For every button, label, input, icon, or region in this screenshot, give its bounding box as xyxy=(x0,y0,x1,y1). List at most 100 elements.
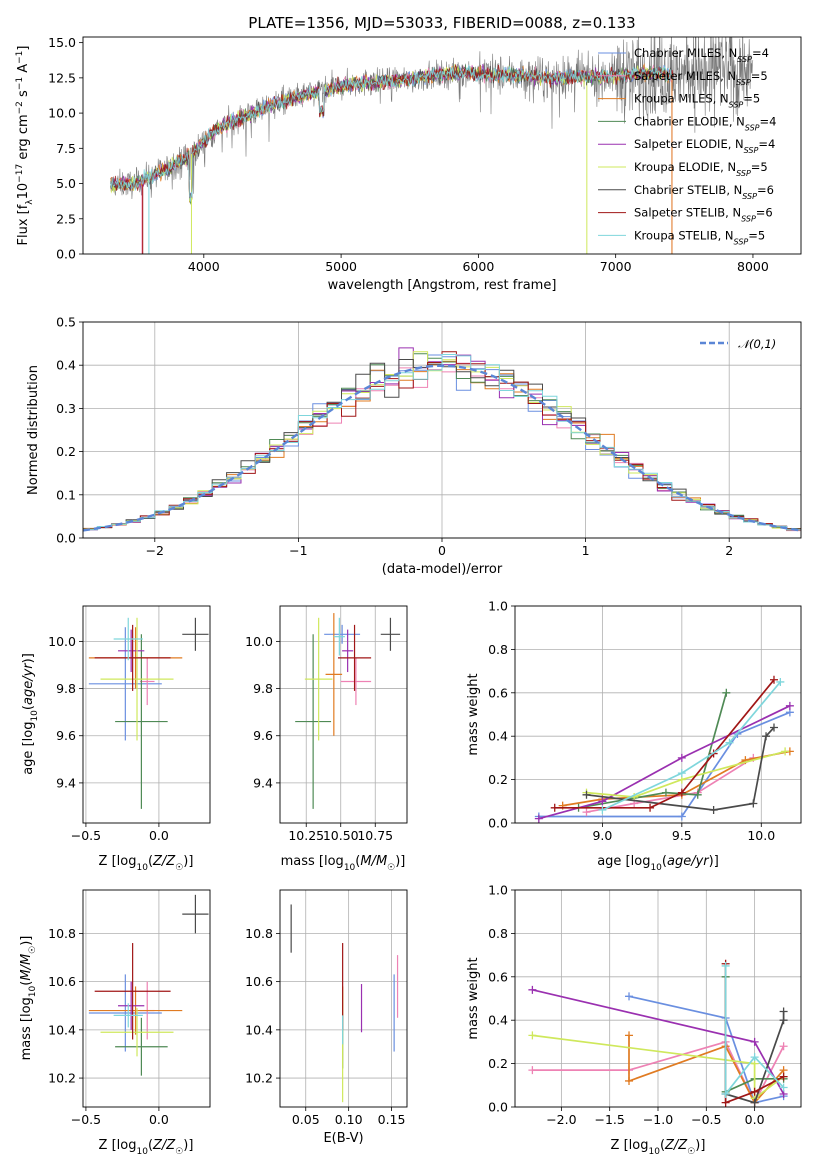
y-tick-label: 7.5 xyxy=(56,141,76,156)
legend-entry-3: Kroupa MILES, NSSP=5 xyxy=(634,92,760,110)
weight-marker-2 xyxy=(779,1042,788,1051)
y-axis-label: mass [log10(M/M☉)] xyxy=(19,936,38,1061)
x-tick-label: 8000 xyxy=(737,259,769,274)
label-part: 10 xyxy=(648,1147,660,1157)
label-part: s xyxy=(16,90,31,101)
weight-marker-9 xyxy=(750,1053,759,1062)
y-axis-label: age [log10(age/yr)] xyxy=(21,653,40,775)
y-tick-label: 10.6 xyxy=(245,974,273,989)
weight-marker-7 xyxy=(769,723,778,732)
label-part: ( xyxy=(21,705,36,710)
plot-area xyxy=(110,37,754,254)
legend-name: Chabrier STELIB, N xyxy=(634,183,742,197)
label-part: M/M xyxy=(360,854,387,869)
y-tick-label: 0.2 xyxy=(488,772,508,787)
x-axis-label: wavelength [Angstrom, rest frame] xyxy=(328,278,557,293)
y-tick-label: 0.0 xyxy=(488,816,508,831)
weight-marker-1 xyxy=(625,992,634,1001)
label-part: ☉ xyxy=(175,1147,183,1157)
x-tick-label: 9.0 xyxy=(592,828,612,843)
weight-marker-9 xyxy=(725,738,734,747)
y-tick-label: 0.6 xyxy=(488,685,508,700)
axes-frame xyxy=(82,36,802,255)
x-tick-label: −0.5 xyxy=(71,1112,101,1127)
y-tick-label: 2.5 xyxy=(56,211,76,226)
y-tick-label: 0.3 xyxy=(56,401,76,416)
label-part: M/M xyxy=(19,954,34,981)
x-axis-label: age [log10(age/yr)] xyxy=(597,854,719,873)
age-vs-metallicity-panel: −0.5 0.09.49.69.810.0Z [log10(Z/Z☉)]age [… xyxy=(21,605,211,873)
legend-entry-6: Kroupa ELODIE, NSSP=5 xyxy=(634,160,768,178)
label-part: ( xyxy=(662,854,667,869)
y-tick-label: 0.4 xyxy=(488,1013,508,1028)
label-part: ( xyxy=(19,981,34,986)
legend-name: Salpeter ELODIE, N xyxy=(634,137,744,151)
label-part: Z [log xyxy=(99,1138,137,1153)
figure-title: PLATE=1356, MJD=53033, FIBERID=0088, z=0… xyxy=(248,14,635,32)
x-axis-label: E(B-V) xyxy=(323,1131,363,1146)
legend-name: Chabrier ELODIE, N xyxy=(634,114,745,128)
y-tick-label: 0.8 xyxy=(488,926,508,941)
x-tick-label: 2 xyxy=(725,543,733,558)
label-part: 10 xyxy=(136,863,148,873)
weight-line-6 xyxy=(586,750,786,798)
label-part: −1 xyxy=(15,51,25,64)
y-tick-label: 1.0 xyxy=(488,883,508,898)
label-part: ☉ xyxy=(28,946,38,954)
mass-vs-metallicity-panel: −0.5 0.010.210.410.610.8Z [log10(Z/Z☉)]ma… xyxy=(19,889,211,1157)
y-tick-label: 10.2 xyxy=(48,1071,76,1086)
weight-marker-5 xyxy=(785,701,794,710)
weight-marker-9 xyxy=(721,961,730,970)
weight-marker-4 xyxy=(693,790,702,799)
legend-entry-1: Chabrier MILES, NSSP=4 xyxy=(634,46,769,64)
weight-line-9 xyxy=(602,681,781,811)
weight-marker-4 xyxy=(661,788,670,797)
x-axis-label: Z [log10(Z/Z☉)] xyxy=(611,1138,706,1157)
mass-vs-ebv-panel: 0.05 0.10 0.15 10.2 10.4 10.6 10.8 E(B-V) xyxy=(245,889,408,1146)
label-part: 10 xyxy=(30,710,40,722)
x-tick-label: 6000 xyxy=(462,259,494,274)
legend-name: Kroupa STELIB, N xyxy=(634,228,734,242)
weight-marker-3 xyxy=(625,1076,634,1085)
label-part: −17 xyxy=(15,164,25,183)
weight-marker-7 xyxy=(750,1098,759,1107)
weight-marker-7 xyxy=(779,1007,788,1016)
weight-marker-1 xyxy=(677,812,686,821)
axes-frame xyxy=(514,889,802,1108)
y-tick-label: 12.5 xyxy=(48,70,76,85)
model-spectrum-9 xyxy=(110,64,674,202)
legend-value: =5 xyxy=(751,69,768,83)
label-part: A xyxy=(16,64,31,77)
weight-marker-8 xyxy=(721,1098,730,1107)
y-axis-label: Normed distribution xyxy=(26,365,41,495)
label-part: ( xyxy=(355,854,360,869)
weight-marker-5 xyxy=(750,1037,759,1046)
y-tick-label: 0.4 xyxy=(488,729,508,744)
weight-marker-7 xyxy=(582,790,591,799)
legend-sub: SSP xyxy=(745,123,760,132)
x-tick-label: 0.0 xyxy=(745,1112,765,1127)
residuals-histogram-panel: −2 −1 0 1 2 0.0 0.1 0.2 0.3 0.4 0.5 𝒩(0,1) (data-mod… xyxy=(26,315,802,577)
weight-marker-8 xyxy=(750,1087,759,1096)
legend-entry-5: Salpeter ELODIE, NSSP=4 xyxy=(634,137,775,155)
y-tick-label: 9.6 xyxy=(253,728,273,743)
legend-sub: SSP xyxy=(744,146,759,155)
legend-entry-4: Chabrier ELODIE, NSSP=4 xyxy=(634,114,776,131)
plot-area xyxy=(88,894,209,1076)
label-part: )] xyxy=(183,1138,193,1153)
weight-marker-7 xyxy=(779,1016,788,1025)
legend-sub: SSP xyxy=(737,55,752,64)
x-tick-label: 4000 xyxy=(188,259,220,274)
weight-marker-8 xyxy=(677,788,686,797)
x-tick-label: 5000 xyxy=(325,259,357,274)
y-tick-label: 0.0 xyxy=(56,531,76,546)
x-axis-label: Z [log10(Z/Z☉)] xyxy=(99,854,194,873)
legend-sub: SSP xyxy=(741,214,756,223)
legend-name: Kroupa ELODIE, N xyxy=(634,160,736,174)
label-part: age [log xyxy=(21,722,36,775)
legend-value: =4 xyxy=(758,137,775,151)
label-part: λ xyxy=(25,199,35,205)
y-tick-label: 9.4 xyxy=(253,775,273,790)
axes-frame xyxy=(82,321,802,539)
legend-value: =6 xyxy=(756,206,773,220)
